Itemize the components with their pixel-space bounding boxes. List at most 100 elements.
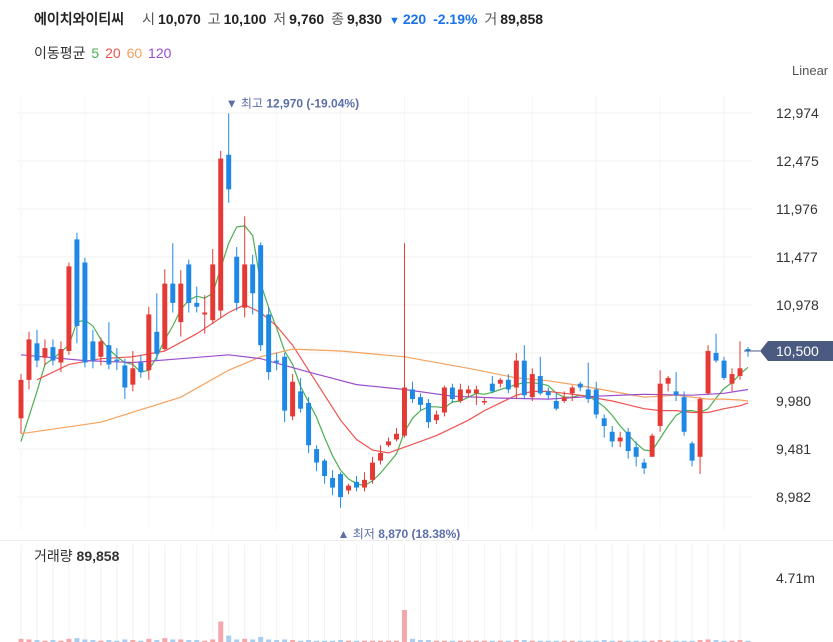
candle-body [713,352,719,361]
low-value: 8,870 (18.38%) [375,527,460,541]
volume-bar [545,640,551,642]
candle-body [729,374,735,384]
candle-body [457,389,463,401]
volume-bar [537,640,543,642]
volume-bar [58,640,64,642]
candle-body [601,418,607,427]
volume-bar [657,640,663,642]
candle-body [386,441,391,446]
candle-body [441,387,447,413]
candle-body [258,245,264,346]
volume-bar [721,640,727,642]
y-tick-label: 8,982 [776,489,811,505]
scale-type-label[interactable]: Linear [792,63,829,78]
candle-body [170,283,176,303]
candle-body [593,389,599,415]
moving-average-legend[interactable]: 이동평균 5 20 60 120 [34,43,173,63]
volume-bar [266,639,272,642]
ma-120-label: 120 [148,45,172,61]
volume-bar [42,640,48,642]
open-label: 시 [142,11,155,27]
volume-bar [745,640,751,642]
candle-body [617,437,623,442]
candle-body [489,383,495,392]
candle-body [42,348,48,358]
candle-body [378,452,383,461]
y-tick-label: 12,974 [776,105,819,121]
candle-body [50,347,56,361]
volume-bar [314,640,320,642]
volume-bar [601,640,607,642]
volume-bar [378,640,383,642]
candle-body [154,331,160,354]
candle-body [106,345,112,365]
high-label: 고 [207,11,221,27]
candle-body [609,431,615,442]
candle-body [633,447,639,457]
candle-body [282,356,288,411]
volume-bar [705,639,711,642]
candle-body [18,379,24,419]
candle-body [553,401,559,409]
candle-body [409,389,415,400]
candle-body [74,239,80,326]
volume-bar [505,640,511,642]
low-value: 9,760 [289,11,325,27]
volume-bar [553,640,559,642]
candle-body [473,389,479,394]
volume-bar [18,638,24,642]
candle-body [274,360,280,363]
candle-body [577,383,583,388]
volume-bar [625,640,631,642]
volume-bar [729,640,735,642]
volume-tick-label: 4.71m [776,570,815,586]
candle-body [370,462,375,480]
candle-body [338,474,344,498]
candle-body [529,374,535,398]
candle-body [146,314,152,371]
volume-bar [641,640,647,642]
volume-bar [561,640,567,642]
volume-bar [274,640,280,642]
candle-body [26,339,32,380]
volume-bar [569,640,575,642]
volume-bar [617,640,623,642]
high-annotation: ▼ 최고 12,970 (-19.04%) [226,96,359,110]
candle-body [705,350,711,394]
volume-bar [26,639,32,642]
candle-body [673,391,679,396]
volume-bar [481,640,487,642]
candle-body [98,341,104,357]
volume-bar [306,640,312,642]
volume-bar [489,640,495,642]
volume-bar [66,638,72,642]
volume-bar [242,638,248,642]
volume-bar [633,640,639,642]
volume-bar [609,640,615,642]
current-price-tag [760,340,833,361]
volume-bar [433,640,439,642]
candle-body [130,368,136,385]
volume-bar [282,639,288,642]
candle-body [401,387,407,436]
volume-value: 89,858 [500,11,544,27]
candle-body [513,360,519,388]
volume-bar [585,640,591,642]
close-value: 9,830 [347,11,383,27]
volume-bar [409,638,415,642]
volume-bar [98,640,104,642]
volume-bar [330,640,336,642]
candle-body [290,381,296,417]
candle-body [689,443,695,461]
candle-body [186,264,192,303]
volume-bar [713,640,719,642]
volume-bar [593,640,599,642]
volume-bar [50,640,56,642]
low-marker: ▲ [338,527,350,541]
candle-body [449,387,455,400]
volume-divider [0,540,833,541]
change-down-icon: ▼ [388,15,400,27]
candle-body [210,264,216,321]
candle-body [138,362,144,373]
